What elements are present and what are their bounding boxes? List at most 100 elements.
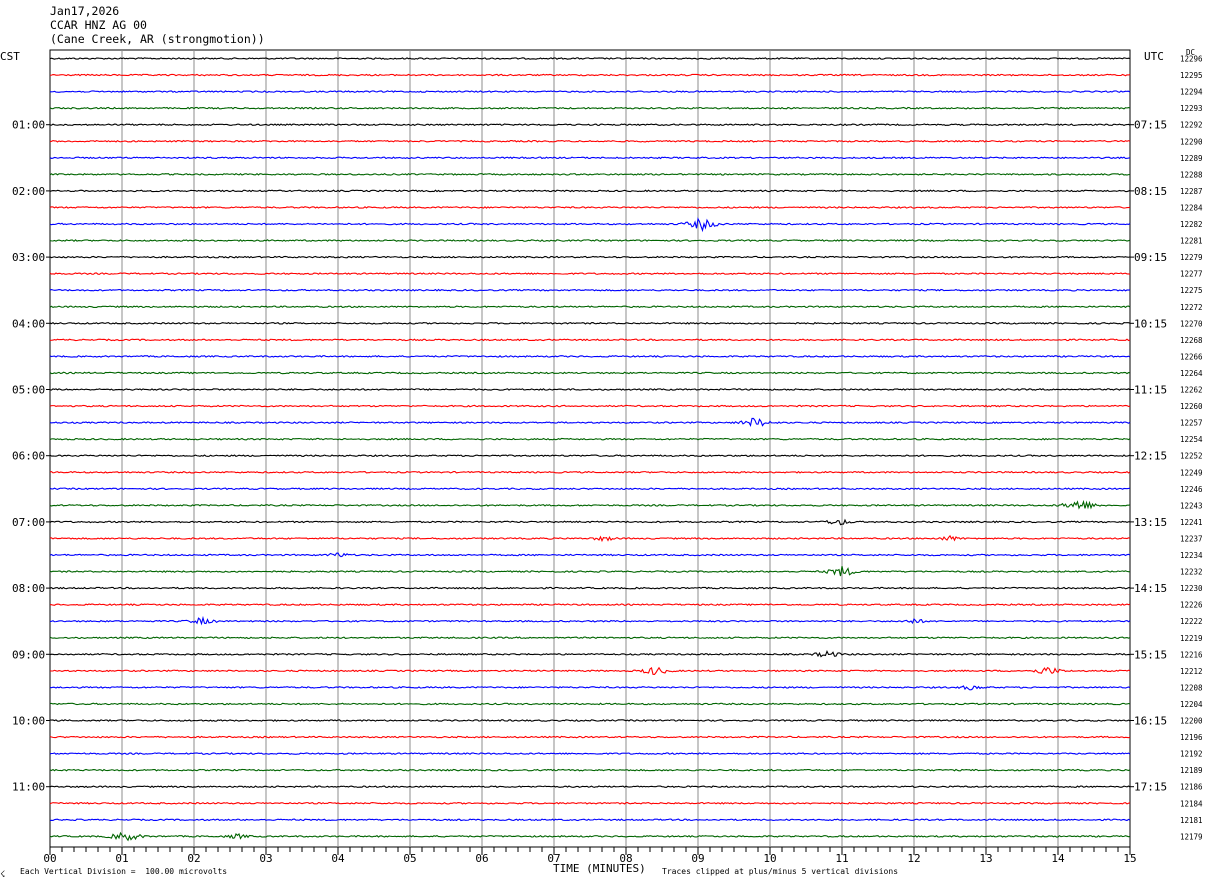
right-hour-label-14:15: 14:15 <box>1134 582 1167 595</box>
dc-value-16: 12272 <box>1180 303 1203 312</box>
trace-line-46 <box>49 801 1131 805</box>
left-hour-label-07:00: 07:00 <box>12 516 45 529</box>
trace-line-13 <box>49 255 1131 259</box>
trace-line-35 <box>49 615 1131 626</box>
dc-value-40: 12204 <box>1180 700 1203 709</box>
x-tick-label-08: 08 <box>619 852 632 865</box>
dc-value-42: 12196 <box>1180 733 1203 742</box>
dc-label: DC <box>1186 48 1196 57</box>
x-tick-label-02: 02 <box>187 852 200 865</box>
left-hour-label-03:00: 03:00 <box>12 251 45 264</box>
x-tick-label-01: 01 <box>115 852 128 865</box>
trace-line-8 <box>49 172 1131 176</box>
dc-value-25: 12252 <box>1180 452 1203 461</box>
dc-value-5: 12292 <box>1180 121 1203 130</box>
trace-line-36 <box>49 636 1131 640</box>
x-tick-label-04: 04 <box>331 852 345 865</box>
trace-line-21 <box>49 388 1131 391</box>
clipping-note: Traces clipped at plus/minus 5 vertical … <box>662 867 899 876</box>
dc-value-36: 12219 <box>1180 634 1203 643</box>
trace-line-23 <box>49 417 1131 427</box>
dc-value-45: 12186 <box>1180 783 1203 792</box>
dc-value-30: 12237 <box>1180 534 1203 543</box>
dc-value-44: 12189 <box>1180 766 1203 775</box>
dc-value-4: 12293 <box>1180 104 1203 113</box>
trace-line-29 <box>49 518 1131 526</box>
trace-line-28 <box>49 499 1131 510</box>
trace-line-43 <box>49 752 1131 756</box>
trace-line-4 <box>49 106 1131 110</box>
trace-line-3 <box>49 90 1131 93</box>
trace-line-32 <box>49 566 1131 577</box>
trace-line-5 <box>49 123 1131 127</box>
trace-line-18 <box>49 338 1131 342</box>
right-hour-label-09:15: 09:15 <box>1134 251 1167 264</box>
x-tick-label-11: 11 <box>835 852 848 865</box>
trace-line-41 <box>49 719 1131 722</box>
left-hour-label-05:00: 05:00 <box>12 384 45 397</box>
trace-line-42 <box>49 735 1131 739</box>
dc-value-2: 12295 <box>1180 71 1203 80</box>
dc-value-18: 12268 <box>1180 336 1203 345</box>
dc-value-37: 12216 <box>1180 650 1203 659</box>
trace-line-48 <box>49 831 1131 842</box>
right-hour-label-12:15: 12:15 <box>1134 450 1167 463</box>
trace-line-34 <box>50 603 1131 607</box>
trace-line-37 <box>49 649 1131 658</box>
trace-line-16 <box>49 305 1131 309</box>
right-hour-label-08:15: 08:15 <box>1134 185 1167 198</box>
dc-value-7: 12289 <box>1180 154 1203 163</box>
x-tick-label-09: 09 <box>691 852 704 865</box>
trace-line-14 <box>49 272 1131 276</box>
dc-value-23: 12257 <box>1180 419 1203 428</box>
dc-value-8: 12288 <box>1180 170 1203 179</box>
trace-line-19 <box>49 355 1131 358</box>
left-hour-label-02:00: 02:00 <box>12 185 45 198</box>
station-code: CCAR HNZ AG 00 <box>50 18 147 32</box>
trace-line-38 <box>49 666 1131 676</box>
logo-icon: ☇ <box>0 870 6 880</box>
trace-line-1 <box>49 57 1131 60</box>
right-hour-label-07:15: 07:15 <box>1134 119 1167 132</box>
left-hour-label-01:00: 01:00 <box>12 119 45 132</box>
dc-value-15: 12275 <box>1180 286 1203 295</box>
trace-line-39 <box>49 685 1131 691</box>
right-hour-label-15:15: 15:15 <box>1134 648 1167 661</box>
dc-value-27: 12246 <box>1180 485 1203 494</box>
dc-value-32: 12232 <box>1180 568 1203 577</box>
right-timezone-label: UTC <box>1144 50 1164 63</box>
vertical-division-note: Each Vertical Division = 100.00 microvol… <box>20 867 228 876</box>
dc-value-47: 12181 <box>1180 816 1203 825</box>
dc-value-10: 12284 <box>1180 203 1203 212</box>
trace-line-12 <box>49 239 1131 242</box>
dc-value-38: 12212 <box>1180 667 1203 676</box>
right-hour-label-11:15: 11:15 <box>1134 384 1167 397</box>
dc-value-48: 12179 <box>1180 832 1203 841</box>
x-tick-label-00: 00 <box>43 852 56 865</box>
dc-value-6: 12290 <box>1180 137 1203 146</box>
trace-line-7 <box>49 156 1131 160</box>
trace-line-45 <box>49 785 1131 789</box>
trace-line-17 <box>49 321 1131 325</box>
trace-line-25 <box>49 454 1131 458</box>
dc-value-20: 12264 <box>1180 369 1203 378</box>
dc-value-28: 12243 <box>1180 501 1203 510</box>
dc-value-31: 12234 <box>1180 551 1203 560</box>
right-hour-label-10:15: 10:15 <box>1134 317 1167 330</box>
x-tick-label-13: 13 <box>979 852 992 865</box>
dc-value-22: 12260 <box>1180 402 1203 411</box>
left-hour-label-08:00: 08:00 <box>12 582 45 595</box>
left-hour-label-06:00: 06:00 <box>12 450 45 463</box>
trace-line-15 <box>49 288 1131 292</box>
dc-value-29: 12241 <box>1180 518 1203 527</box>
dc-value-3: 12294 <box>1180 88 1203 97</box>
trace-line-31 <box>49 552 1131 558</box>
x-axis-title: TIME (MINUTES) <box>553 862 646 875</box>
x-tick-label-15: 15 <box>1123 852 1136 865</box>
x-tick-label-14: 14 <box>1051 852 1065 865</box>
left-timezone-label: CST <box>0 50 20 63</box>
trace-line-47 <box>49 818 1131 822</box>
dc-value-21: 12262 <box>1180 386 1203 395</box>
x-tick-label-06: 06 <box>475 852 488 865</box>
